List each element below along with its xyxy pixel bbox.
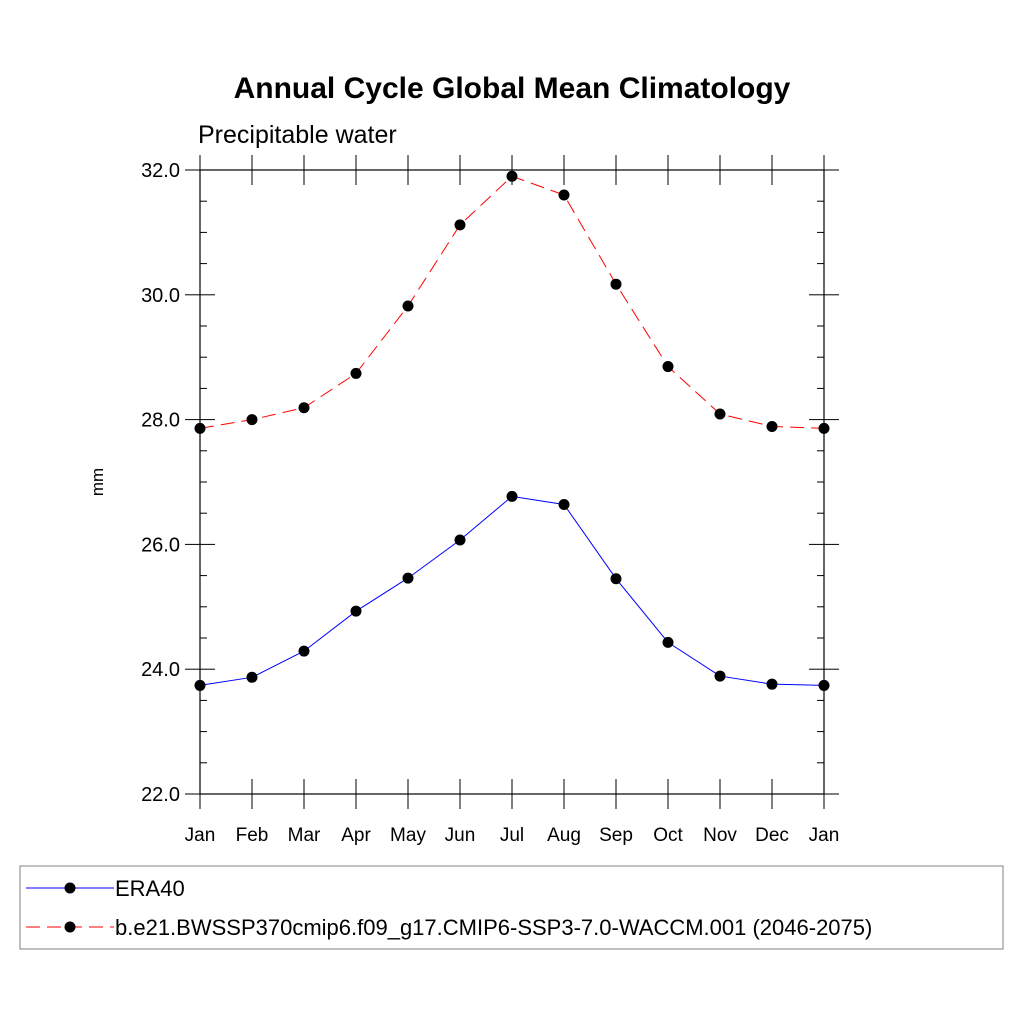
data-point-1	[662, 361, 674, 373]
axis-ticks	[185, 155, 839, 809]
plot-frame	[199, 169, 825, 795]
legend-label-0: ERA40	[115, 876, 185, 901]
y-axis-label: mm	[88, 468, 107, 496]
series-lines	[199, 175, 825, 686]
data-point-1	[246, 414, 258, 426]
x-tick-label: Nov	[703, 825, 737, 846]
series-line-1	[199, 175, 825, 429]
data-point-0	[558, 498, 570, 510]
data-point-1	[506, 170, 518, 182]
data-point-1	[714, 408, 726, 420]
x-tick-label: Sep	[599, 825, 633, 846]
data-point-0	[298, 645, 310, 657]
data-point-1	[558, 189, 570, 201]
data-point-1	[766, 420, 778, 432]
x-tick-label: Dec	[755, 825, 789, 846]
data-point-0	[454, 534, 466, 546]
data-point-1	[298, 402, 310, 414]
data-point-0	[818, 679, 830, 691]
x-tick-label: Oct	[653, 825, 683, 846]
legend-marker-0	[64, 882, 76, 894]
x-tick-label: Jan	[809, 825, 840, 846]
x-tick-label: Jan	[185, 825, 216, 846]
x-tick-label: Mar	[288, 825, 321, 846]
data-point-0	[610, 573, 622, 585]
x-tick-label: Jul	[500, 825, 524, 846]
y-tick-label: 26.0	[141, 534, 180, 556]
data-point-0	[506, 490, 518, 502]
y-tick-labels: 22.0 24.0 26.0 28.0 30.0 32.0	[141, 160, 180, 806]
legend-box	[19, 865, 1004, 950]
data-point-1	[402, 300, 414, 312]
legend: ERA40 b.e21.BWSSP370cmip6.f09_g17.CMIP6-S…	[26, 876, 872, 940]
data-point-0	[194, 679, 206, 691]
x-tick-labels: Jan Feb Mar Apr May Jun Jul Aug Sep Oct Nov Dec Jan	[185, 825, 840, 846]
x-tick-label: Apr	[341, 825, 371, 846]
legend-marker-1	[64, 921, 76, 933]
series-markers	[194, 170, 830, 691]
x-tick-label: Aug	[547, 825, 581, 846]
data-point-1	[350, 367, 362, 379]
data-point-1	[454, 219, 466, 231]
y-tick-label: 22.0	[141, 784, 180, 806]
data-point-0	[246, 671, 258, 683]
data-point-1	[610, 278, 622, 290]
data-point-0	[714, 670, 726, 682]
data-point-1	[194, 422, 206, 434]
y-tick-label: 32.0	[141, 160, 180, 182]
data-point-0	[662, 636, 674, 648]
chart-title: Annual Cycle Global Mean Climatology	[234, 72, 791, 105]
chart-subtitle: Precipitable water	[198, 121, 397, 149]
x-tick-label: Jun	[445, 825, 476, 846]
data-point-1	[818, 422, 830, 434]
data-point-0	[766, 678, 778, 690]
x-tick-label: May	[390, 825, 426, 846]
x-tick-label: Feb	[236, 825, 269, 846]
y-tick-label: 24.0	[141, 659, 180, 681]
data-point-0	[350, 605, 362, 617]
data-point-0	[402, 572, 414, 584]
y-tick-label: 30.0	[141, 285, 180, 307]
legend-label-1: b.e21.BWSSP370cmip6.f09_g17.CMIP6-SSP3-7…	[115, 915, 872, 940]
y-tick-label: 28.0	[141, 410, 180, 432]
series-line-0	[199, 495, 825, 686]
